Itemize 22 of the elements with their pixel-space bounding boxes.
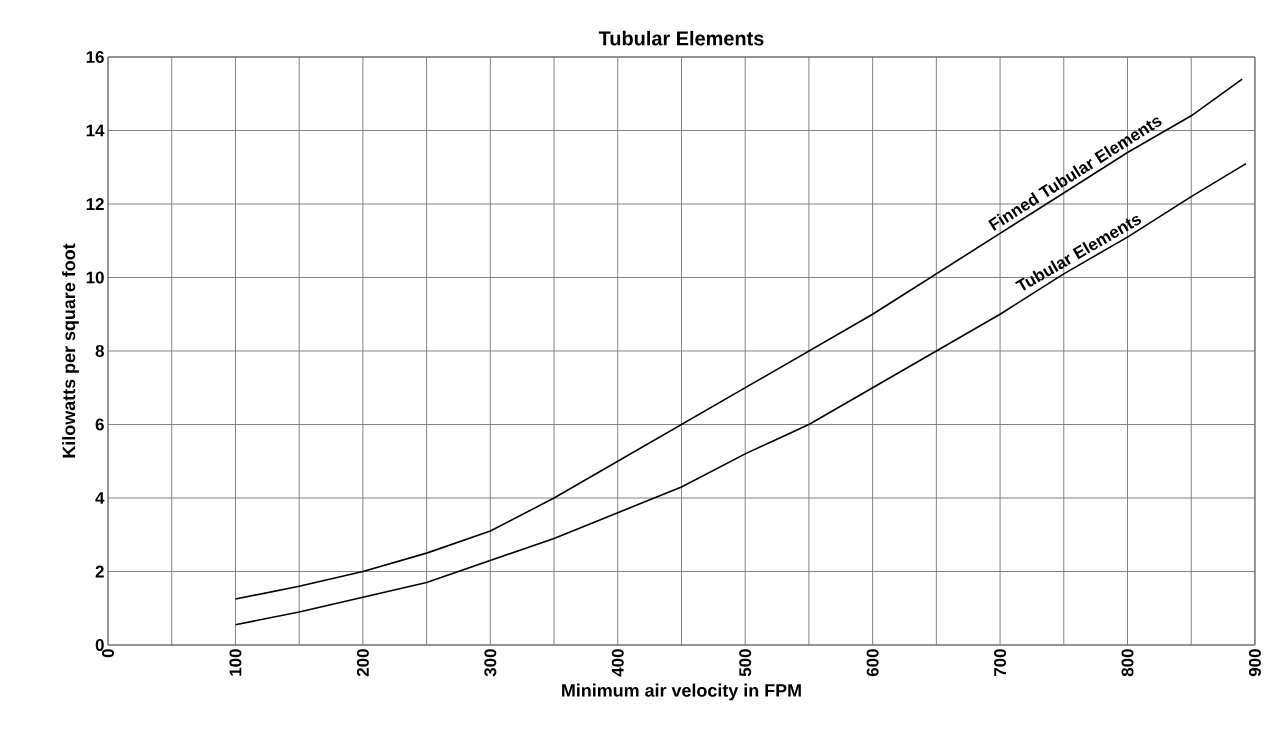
x-tick-label: 400: [611, 649, 624, 677]
y-tick-label: 8: [95, 345, 104, 357]
y-tick-label: 10: [86, 271, 104, 284]
x-tick-label: 500: [739, 649, 752, 677]
x-tick-label: 700: [994, 649, 1007, 677]
y-tick-label: 4: [95, 492, 105, 504]
y-tick-label: 2: [95, 565, 104, 578]
y-axis-title: Kilowatts per square foot: [62, 243, 79, 458]
x-tick-label: 200: [356, 649, 369, 677]
x-tick-label: 300: [484, 649, 497, 677]
y-tick-label: 14: [86, 124, 105, 137]
x-tick-label: 800: [1121, 649, 1134, 677]
y-tick-label: 16: [86, 51, 104, 63]
chart-title: Tubular Elements: [598, 30, 764, 46]
x-axis-title: Minimum air velocity in FPM: [562, 683, 801, 701]
y-tick-label: 12: [86, 198, 104, 210]
y-tick-label: 6: [95, 418, 104, 431]
x-tick-label: 900: [1248, 649, 1261, 677]
x-tick-label: 100: [229, 649, 242, 676]
x-tick-label: 0: [102, 649, 114, 658]
x-tick-label: 600: [866, 649, 879, 677]
y-tick-label: 0: [95, 639, 104, 651]
